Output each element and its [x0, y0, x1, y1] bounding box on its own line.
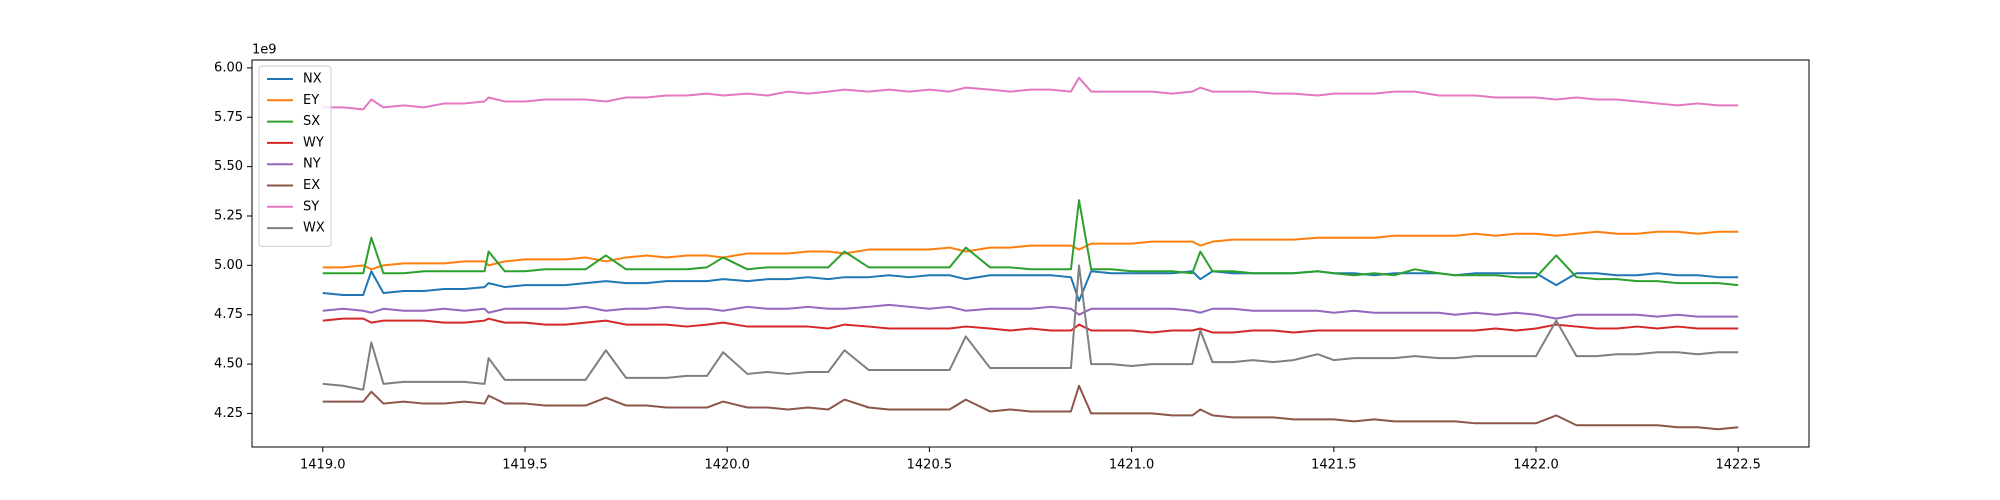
- x-tick-label: 1419.0: [300, 458, 346, 473]
- series-line: [322, 76, 1739, 111]
- y-tick-label: 5.75: [214, 110, 243, 125]
- x-tick-label: 1422.0: [1513, 458, 1559, 473]
- x-tick-label: 1419.5: [502, 458, 548, 473]
- y-tick-label: 4.50: [214, 357, 243, 372]
- x-tick-label: 1421.5: [1311, 458, 1357, 473]
- legend-box: [258, 65, 332, 247]
- series-line: [322, 303, 1739, 320]
- y-tick-label: 6.00: [214, 60, 243, 75]
- series-line: [322, 199, 1739, 287]
- legend-label: WX: [303, 221, 325, 236]
- series-line: [322, 384, 1739, 431]
- legend-label: SY: [303, 199, 319, 214]
- legend-label: SX: [303, 114, 320, 129]
- y-tick-label: 4.75: [214, 307, 243, 322]
- legend-label: EY: [303, 93, 319, 108]
- x-tick-label: 1420.5: [907, 458, 953, 473]
- x-tick-label: 1421.0: [1109, 458, 1155, 473]
- plot-frame: [251, 59, 1810, 448]
- legend-label: EX: [303, 178, 320, 193]
- x-tick-label: 1420.0: [704, 458, 750, 473]
- series-line: [322, 317, 1739, 334]
- legend-label: NX: [303, 72, 322, 87]
- y-tick-label: 5.25: [214, 208, 243, 223]
- series-line: [322, 230, 1739, 271]
- y-offset-label: 1e9: [252, 43, 277, 58]
- series-line: [322, 270, 1739, 302]
- legend-label: NY: [303, 157, 321, 172]
- y-tick-label: 5.00: [214, 258, 243, 273]
- y-tick-label: 4.25: [214, 406, 243, 421]
- x-tick-label: 1422.5: [1715, 458, 1761, 473]
- y-tick-label: 5.50: [214, 159, 243, 174]
- legend-label: WY: [303, 135, 324, 150]
- series-line: [322, 264, 1739, 391]
